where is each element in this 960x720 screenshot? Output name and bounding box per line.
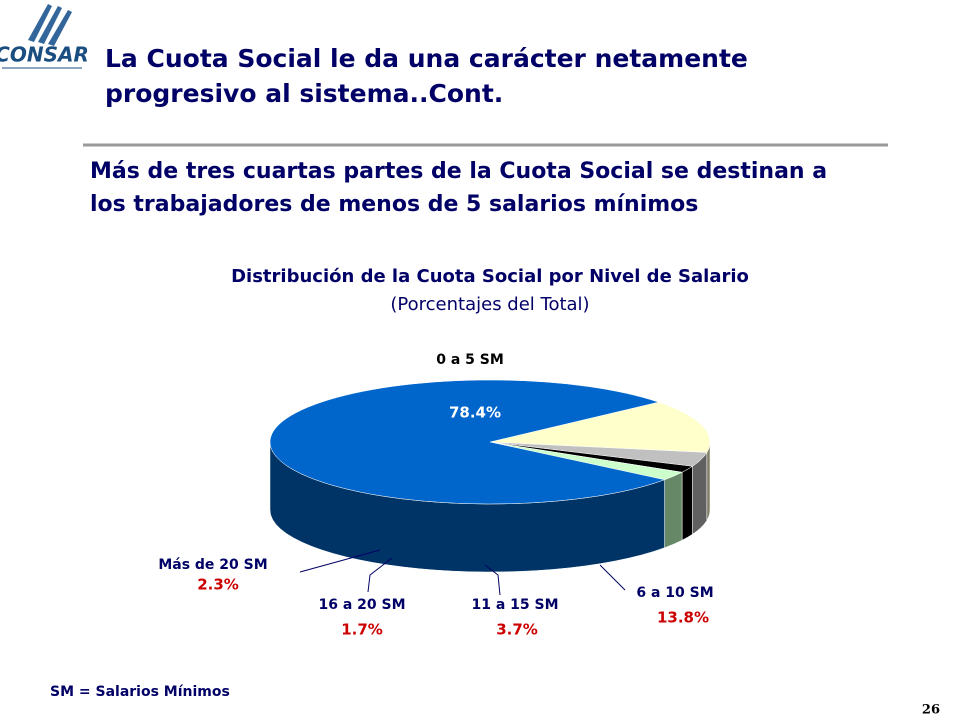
category-label: 6 a 10 SM bbox=[636, 585, 713, 601]
value-label: 1.7% bbox=[341, 621, 383, 639]
subtitle-line: Más de tres cuartas partes de la Cuota S… bbox=[90, 159, 827, 184]
value-label: 78.4% bbox=[449, 404, 501, 422]
value-label: 3.7% bbox=[496, 621, 538, 639]
leader-line bbox=[299, 549, 381, 573]
category-label: Más de 20 SM bbox=[158, 557, 267, 573]
title-line: progresivo al sistema..Cont. bbox=[105, 79, 503, 108]
pie bbox=[269, 379, 711, 573]
slice-side bbox=[706, 441, 711, 522]
footnote: SM = Salarios Mínimos bbox=[50, 684, 230, 700]
chart-subtitle: (Porcentajes del Total) bbox=[390, 294, 589, 315]
slice bbox=[489, 401, 711, 453]
value-label: 2.3% bbox=[197, 576, 239, 594]
subtitle-line: los trabajadores de menos de 5 salarios … bbox=[90, 192, 698, 217]
logo-mark bbox=[28, 4, 72, 46]
leader-line bbox=[367, 557, 393, 593]
page-number: 26 bbox=[922, 703, 940, 718]
logo: CONSAR bbox=[0, 4, 89, 69]
labels: 0 a 5 SM 78.4% 6 a 10 SM 13.8% 11 a 15 SM 3.7… bbox=[158, 352, 713, 639]
category-label: 11 a 15 SM bbox=[471, 597, 558, 613]
leader-line bbox=[599, 564, 626, 591]
slice-side bbox=[664, 471, 683, 549]
slice bbox=[269, 379, 666, 505]
chart-title: Distribución de la Cuota Social por Nive… bbox=[231, 266, 749, 287]
leader-line bbox=[484, 564, 501, 596]
category-label: 0 a 5 SM bbox=[436, 352, 504, 368]
logo-text: CONSAR bbox=[0, 43, 89, 67]
leader-lines bbox=[299, 549, 626, 596]
slice-side bbox=[681, 465, 693, 541]
category-label: 16 a 20 SM bbox=[318, 597, 405, 613]
value-label: 13.8% bbox=[657, 609, 709, 627]
title-line: La Cuota Social le da una carácter netam… bbox=[105, 44, 748, 73]
